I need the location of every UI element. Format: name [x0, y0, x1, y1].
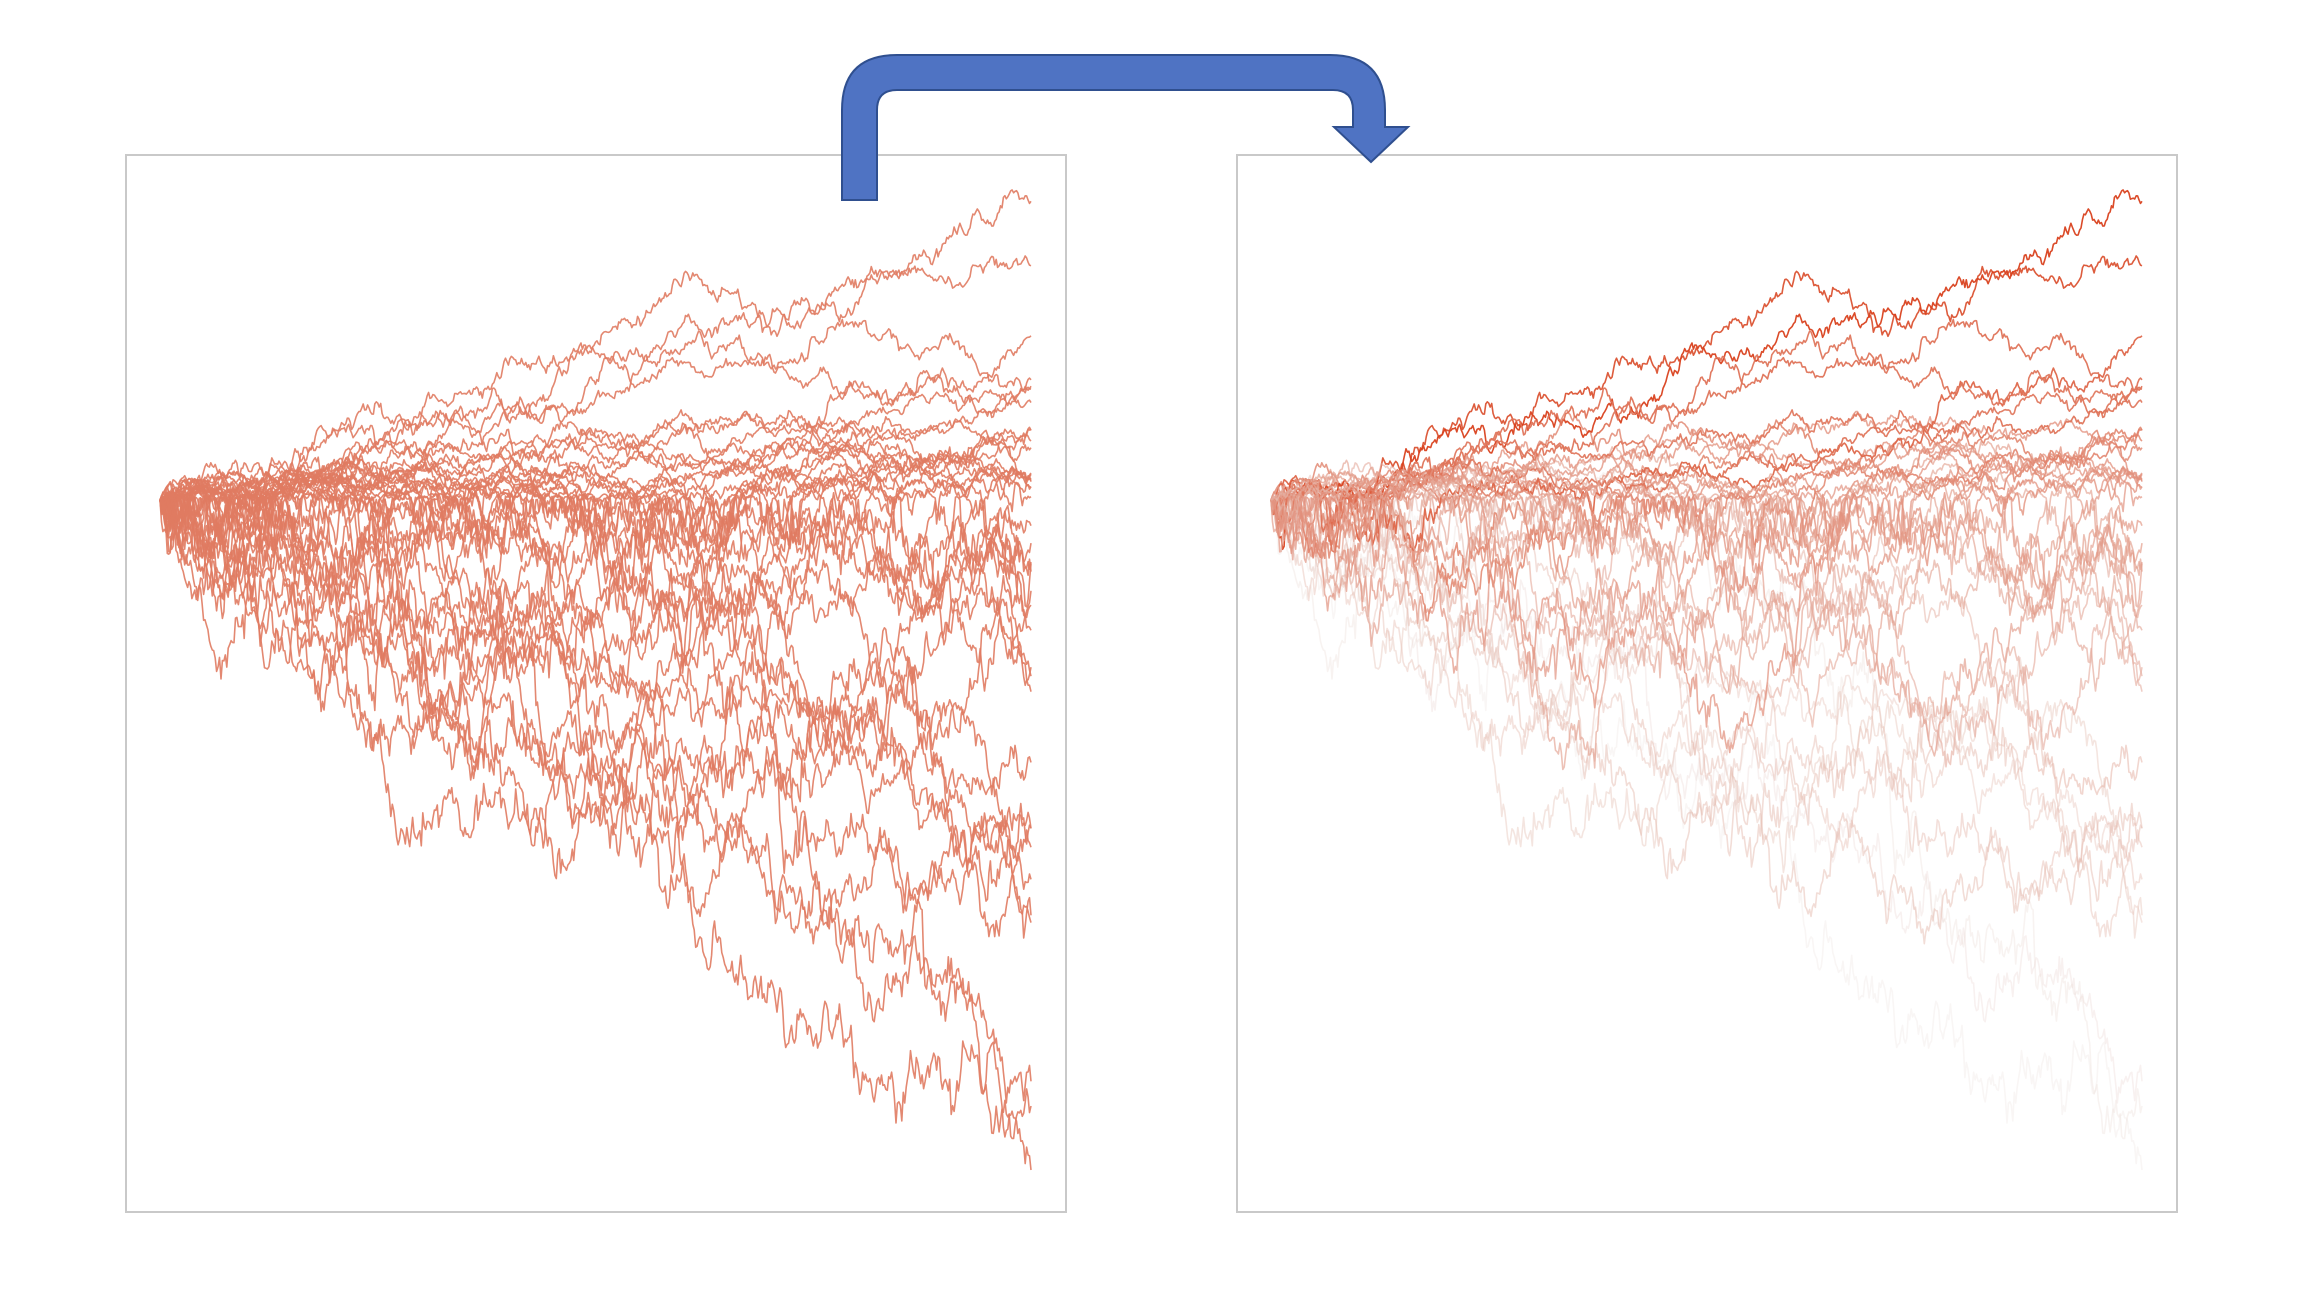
random-walk-path: [159, 492, 1032, 1171]
random-walk-path: [159, 461, 1032, 692]
random-walk-path: [159, 410, 1032, 525]
random-walk-path: [1270, 318, 2143, 543]
random-walk-path: [1270, 335, 2143, 552]
random-walk-path: [1270, 490, 2143, 945]
random-walk-path: [159, 445, 1032, 754]
random-walk-path: [159, 385, 1032, 515]
left-panel-paths: [159, 189, 1032, 1171]
random-walk-path: [1270, 492, 2143, 939]
random-walk-path: [159, 456, 1032, 589]
random-walk-path: [1270, 477, 2143, 757]
random-walk-path: [1270, 445, 2143, 754]
random-walk-path: [1270, 419, 2143, 586]
random-walk-path: [159, 409, 1032, 540]
random-walk-path: [159, 474, 1032, 904]
curved-arrow-icon: [841, 54, 1411, 201]
random-walk-path: [1270, 461, 2143, 692]
random-walk-path: [159, 318, 1032, 543]
random-walk-path: [159, 419, 1032, 586]
random-walk-path: [159, 496, 1032, 902]
random-walk-path: [159, 255, 1032, 529]
random-walk-path: [159, 477, 1032, 757]
random-walk-path: [159, 189, 1032, 551]
random-walk-path: [1270, 456, 2143, 589]
random-walk-path: [1270, 409, 2143, 540]
random-walk-path: [159, 466, 1032, 603]
random-walk-path: [1270, 485, 2143, 923]
random-walk-path: [159, 335, 1032, 552]
random-walk-path: [159, 495, 1032, 1104]
random-walk-path: [1270, 466, 2143, 603]
random-walk-path: [1270, 492, 2143, 1171]
random-walk-path: [1270, 496, 2143, 902]
random-walk-path: [1270, 465, 2143, 1140]
random-walk-path: [1270, 497, 2143, 938]
left-panel: [125, 154, 1067, 1213]
right-panel-paths: [1270, 189, 2143, 1171]
random-walk-path: [1270, 495, 2143, 1104]
right-panel-frame: [1236, 154, 2178, 1213]
random-walk-path: [159, 472, 1032, 796]
random-walk-path: [1270, 189, 2143, 551]
right-panel: [1236, 154, 2178, 1213]
random-walk-path: [1270, 472, 2143, 796]
random-walk-path: [1270, 255, 2143, 529]
random-walk-path: [1270, 410, 2143, 525]
random-walk-path: [1270, 385, 2143, 515]
random-walk-path: [1270, 474, 2143, 904]
random-walk-path: [159, 485, 1032, 923]
random-walk-path: [159, 490, 1032, 945]
random-walk-path: [159, 497, 1032, 938]
